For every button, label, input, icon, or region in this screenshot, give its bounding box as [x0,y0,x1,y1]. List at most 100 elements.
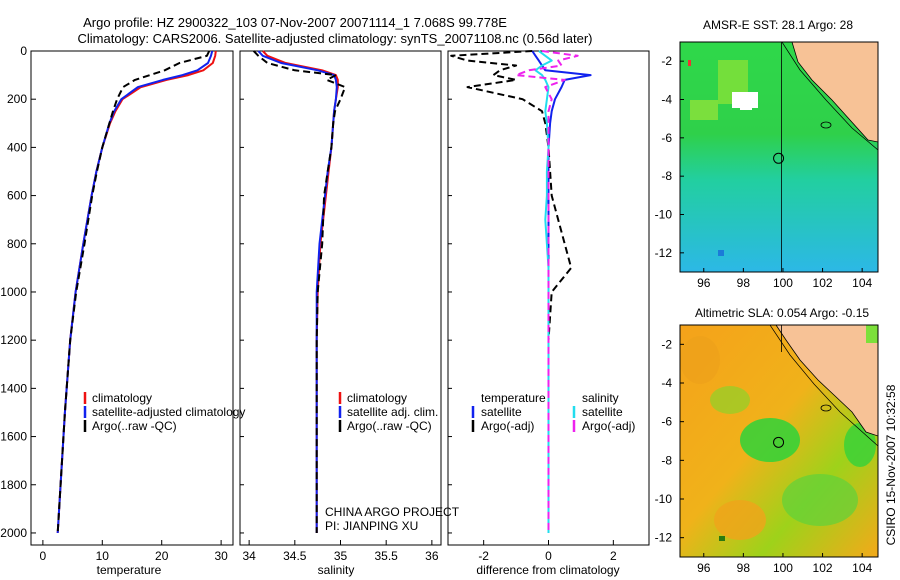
sst-hot-pixel [688,60,691,66]
credit-pi: PI: JIANPING XU [325,519,418,533]
x-tick-label: 2 [610,549,617,563]
coastline-contour [781,42,878,151]
sla-map-title: Altimetric SLA: 0.054 Argo: -0.15 [695,306,869,320]
map-y-tick-label: -4 [661,93,672,107]
map-y-tick-label: -10 [655,208,673,222]
sla-low-pixel [719,536,725,541]
y-tick-label: 1200 [0,333,27,347]
x-tick-label: -2 [478,549,489,563]
map-y-tick-label: -2 [661,337,672,351]
difference-profile-panel: -2 0 2 [447,50,650,563]
side-timestamp-label: CSIRO 15-Nov-2007 10:32:58 [884,384,898,545]
map-y-tick-label: -2 [661,54,672,68]
map-y-tick-label: -8 [661,169,672,183]
land-sumatra [775,325,878,437]
map-x-tick-label: 96 [697,276,711,290]
map-x-tick-label: 100 [773,561,793,575]
y-tick-label: 400 [7,140,27,154]
sst-map-title: AMSR-E SST: 28.1 Argo: 28 [703,18,853,32]
legend-label-climatology: climatology [347,391,407,405]
x-tick-label: 0 [545,549,552,563]
legend-label-sal-satellite: satellite [582,405,623,419]
y-tick-label: 200 [7,92,27,106]
map-x-tick-label: 102 [813,276,833,290]
sla-low-blob [844,423,876,467]
y-tick-label: 1600 [0,430,27,444]
map-y-tick-label: -8 [661,453,672,467]
y-tick-label: 0 [20,44,27,58]
x-tick-label: 30 [214,549,228,563]
x-tick-label: 34 [242,549,256,563]
y-tick-label: 800 [7,237,27,251]
sla-map-panel: 96 98 100 102 104 -2 -4 -6 -8 -10 -12 [655,324,879,575]
difference-legend: temperature satellite Argo(-adj) salinit… [471,391,635,433]
y-tick-label: 2000 [0,526,27,540]
map-x-tick-label: 104 [852,276,872,290]
island-outline [820,404,832,412]
map-x-tick-label: 96 [697,561,711,575]
series-line-temperature-argo-adj [450,50,573,533]
map-y-tick-label: -10 [655,492,673,506]
legend-heading-salinity: salinity [582,391,619,405]
salinity-legend: climatology satellite adj. clim. Argo(..… [338,391,438,433]
sst-map-frame [679,41,879,273]
argo-position-marker [773,152,785,164]
map-x-tick-label: 102 [813,561,833,575]
legend-label-argo: Argo(..raw -QC) [347,419,432,433]
map-y-tick-label: -12 [655,531,673,545]
sla-high-blob [680,336,720,384]
profile-series-group [450,50,592,533]
map-x-tick-label: 98 [737,561,751,575]
figure-title-line-1: Argo profile: HZ 2900322_103 07-Nov-2007… [83,15,507,30]
difference-xlabel: difference from climatology [476,563,619,577]
x-tick-label: 34.5 [283,549,307,563]
legend-heading-temperature: temperature [481,391,546,405]
legend-label-argo: Argo(..raw -QC) [92,419,177,433]
sst-cool-pixel [718,250,724,256]
x-tick-label: 35 [334,549,348,563]
sst-missing-data [740,100,752,110]
map-x-tick-label: 100 [773,276,793,290]
map-x-tick-label: 104 [852,561,872,575]
legend-label-temp-satellite: satellite [481,405,522,419]
map-x-tick-label: 98 [737,276,751,290]
sla-map-frame [679,324,879,558]
sst-warm-patch [690,100,718,120]
land-sumatra [791,42,878,143]
salinity-profile-panel: 34 34.5 35 35.5 36 [239,50,442,563]
x-tick-label: 10 [96,549,110,563]
sla-high-blob [714,500,766,540]
profile-series-group [252,50,347,533]
x-tick-label: 35.5 [375,549,399,563]
legend-label-temp-argo: Argo(-adj) [481,419,534,433]
map-y-tick-label: -6 [661,415,672,429]
y-tick-label: 600 [7,189,27,203]
legend-label-climatology: climatology [92,391,152,405]
sla-low-blob [710,386,750,414]
salinity-xlabel: salinity [318,563,355,577]
sla-low-blob [740,418,800,462]
legend-label-sal-argo: Argo(-adj) [582,419,635,433]
x-tick-label: 0 [40,549,47,563]
temperature-profile-panel: 0 10 20 30 0 200 400 600 800 1000 1200 1400 1600 1800… [0,44,234,563]
credit-project: CHINA ARGO PROJECT [325,505,460,519]
x-tick-label: 36 [425,549,439,563]
figure-title-line-2: Climatology: CARS2006. Satellite-adjuste… [78,31,593,46]
legend-label-satellite-adjusted: satellite-adjusted climatology [92,405,245,419]
sla-low-blob [782,474,858,526]
argo-position-marker [773,436,785,448]
map-y-tick-label: -4 [661,376,672,390]
island-outline [820,121,832,129]
temperature-xlabel: temperature [97,563,162,577]
sla-corner-patch [866,325,878,343]
series-line-argo-raw-qc [56,50,211,534]
sst-map-panel: 96 98 100 102 104 -2 -4 -6 -8 -10 -12 [655,41,879,290]
profile-series-group [56,50,217,534]
temperature-legend: climatology satellite-adjusted climatolo… [83,391,245,433]
y-tick-label: 1400 [0,381,27,395]
x-tick-label: 20 [155,549,169,563]
map-y-tick-label: -12 [655,246,673,260]
map-y-tick-label: -6 [661,131,672,145]
coastline-contour [769,325,878,447]
